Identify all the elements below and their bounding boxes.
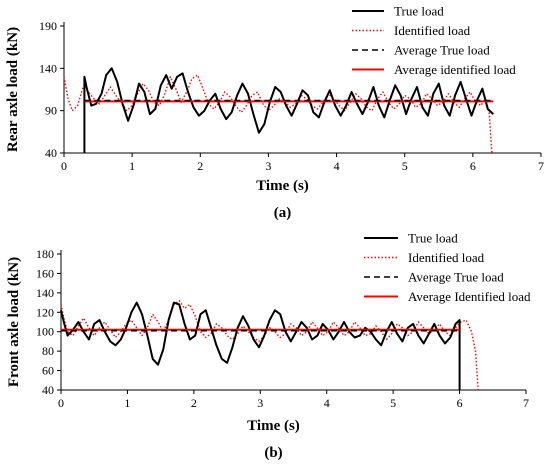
y-axis-title: Front axle load (kN): [6, 257, 22, 387]
legend-label: True load: [408, 231, 458, 246]
series-line-true-load: [60, 301, 461, 390]
panel-a-chart: 0 1 2 3 4 5 6 7 40 90 140 190 Time (s) Rear axle load…: [5, 4, 544, 222]
y-tick-label: 120: [36, 305, 54, 319]
x-tick-label: 5: [390, 396, 396, 410]
x-tick-label: 3: [257, 396, 263, 410]
x-tick-label: 0: [61, 159, 67, 173]
legend-label: Average identified load: [394, 62, 516, 77]
legend-label: Average True load: [408, 270, 504, 285]
y-tick-label: 80: [42, 344, 54, 358]
x-tick-label: 0: [58, 396, 64, 410]
x-axis-title: Time (s): [256, 178, 309, 194]
legend-label: True load: [394, 4, 444, 19]
legend-label: Identified load: [394, 23, 471, 38]
x-tick-label: 7: [523, 396, 529, 410]
series-line-identified-load: [63, 74, 493, 154]
x-tick-label: 2: [197, 159, 203, 173]
y-tick-label: 180: [36, 247, 54, 261]
panel-caption: (a): [274, 205, 292, 221]
y-tick-label: 60: [42, 364, 54, 378]
y-tick-label: 160: [36, 266, 54, 280]
panel-b-chart: 0 1 2 3 4 5 6 7 40 60 80 100 120 140 160 180 Time (s) Fro…: [6, 231, 531, 462]
y-axis-title: Rear axle load (kN): [5, 27, 21, 152]
x-tick-label: 1: [124, 396, 130, 410]
x-tick-label: 2: [191, 396, 197, 410]
x-tick-label: 1: [129, 159, 135, 173]
x-tick-label: 3: [265, 159, 271, 173]
x-tick-label: 7: [538, 159, 544, 173]
y-tick-label: 40: [42, 383, 54, 397]
y-tick-label: 190: [39, 19, 57, 33]
series-line-true-load: [83, 67, 494, 153]
y-tick-label: 140: [36, 286, 54, 300]
x-tick-label: 6: [470, 159, 476, 173]
y-tick-label: 100: [36, 325, 54, 339]
series-line-identified-load: [60, 299, 479, 391]
x-tick-label: 5: [402, 159, 408, 173]
x-tick-label: 4: [324, 396, 330, 410]
x-axis-title: Time (s): [247, 418, 300, 434]
legend-label: Average True load: [394, 43, 490, 58]
y-tick-label: 40: [45, 146, 57, 160]
legend-label: Identified load: [408, 250, 485, 265]
y-tick-label: 90: [45, 104, 57, 118]
legend-label: Average Identified load: [408, 289, 531, 304]
y-tick-label: 140: [39, 61, 57, 75]
x-tick-label: 4: [334, 159, 340, 173]
x-tick-label: 6: [457, 396, 463, 410]
panel-caption: (b): [264, 445, 282, 461]
